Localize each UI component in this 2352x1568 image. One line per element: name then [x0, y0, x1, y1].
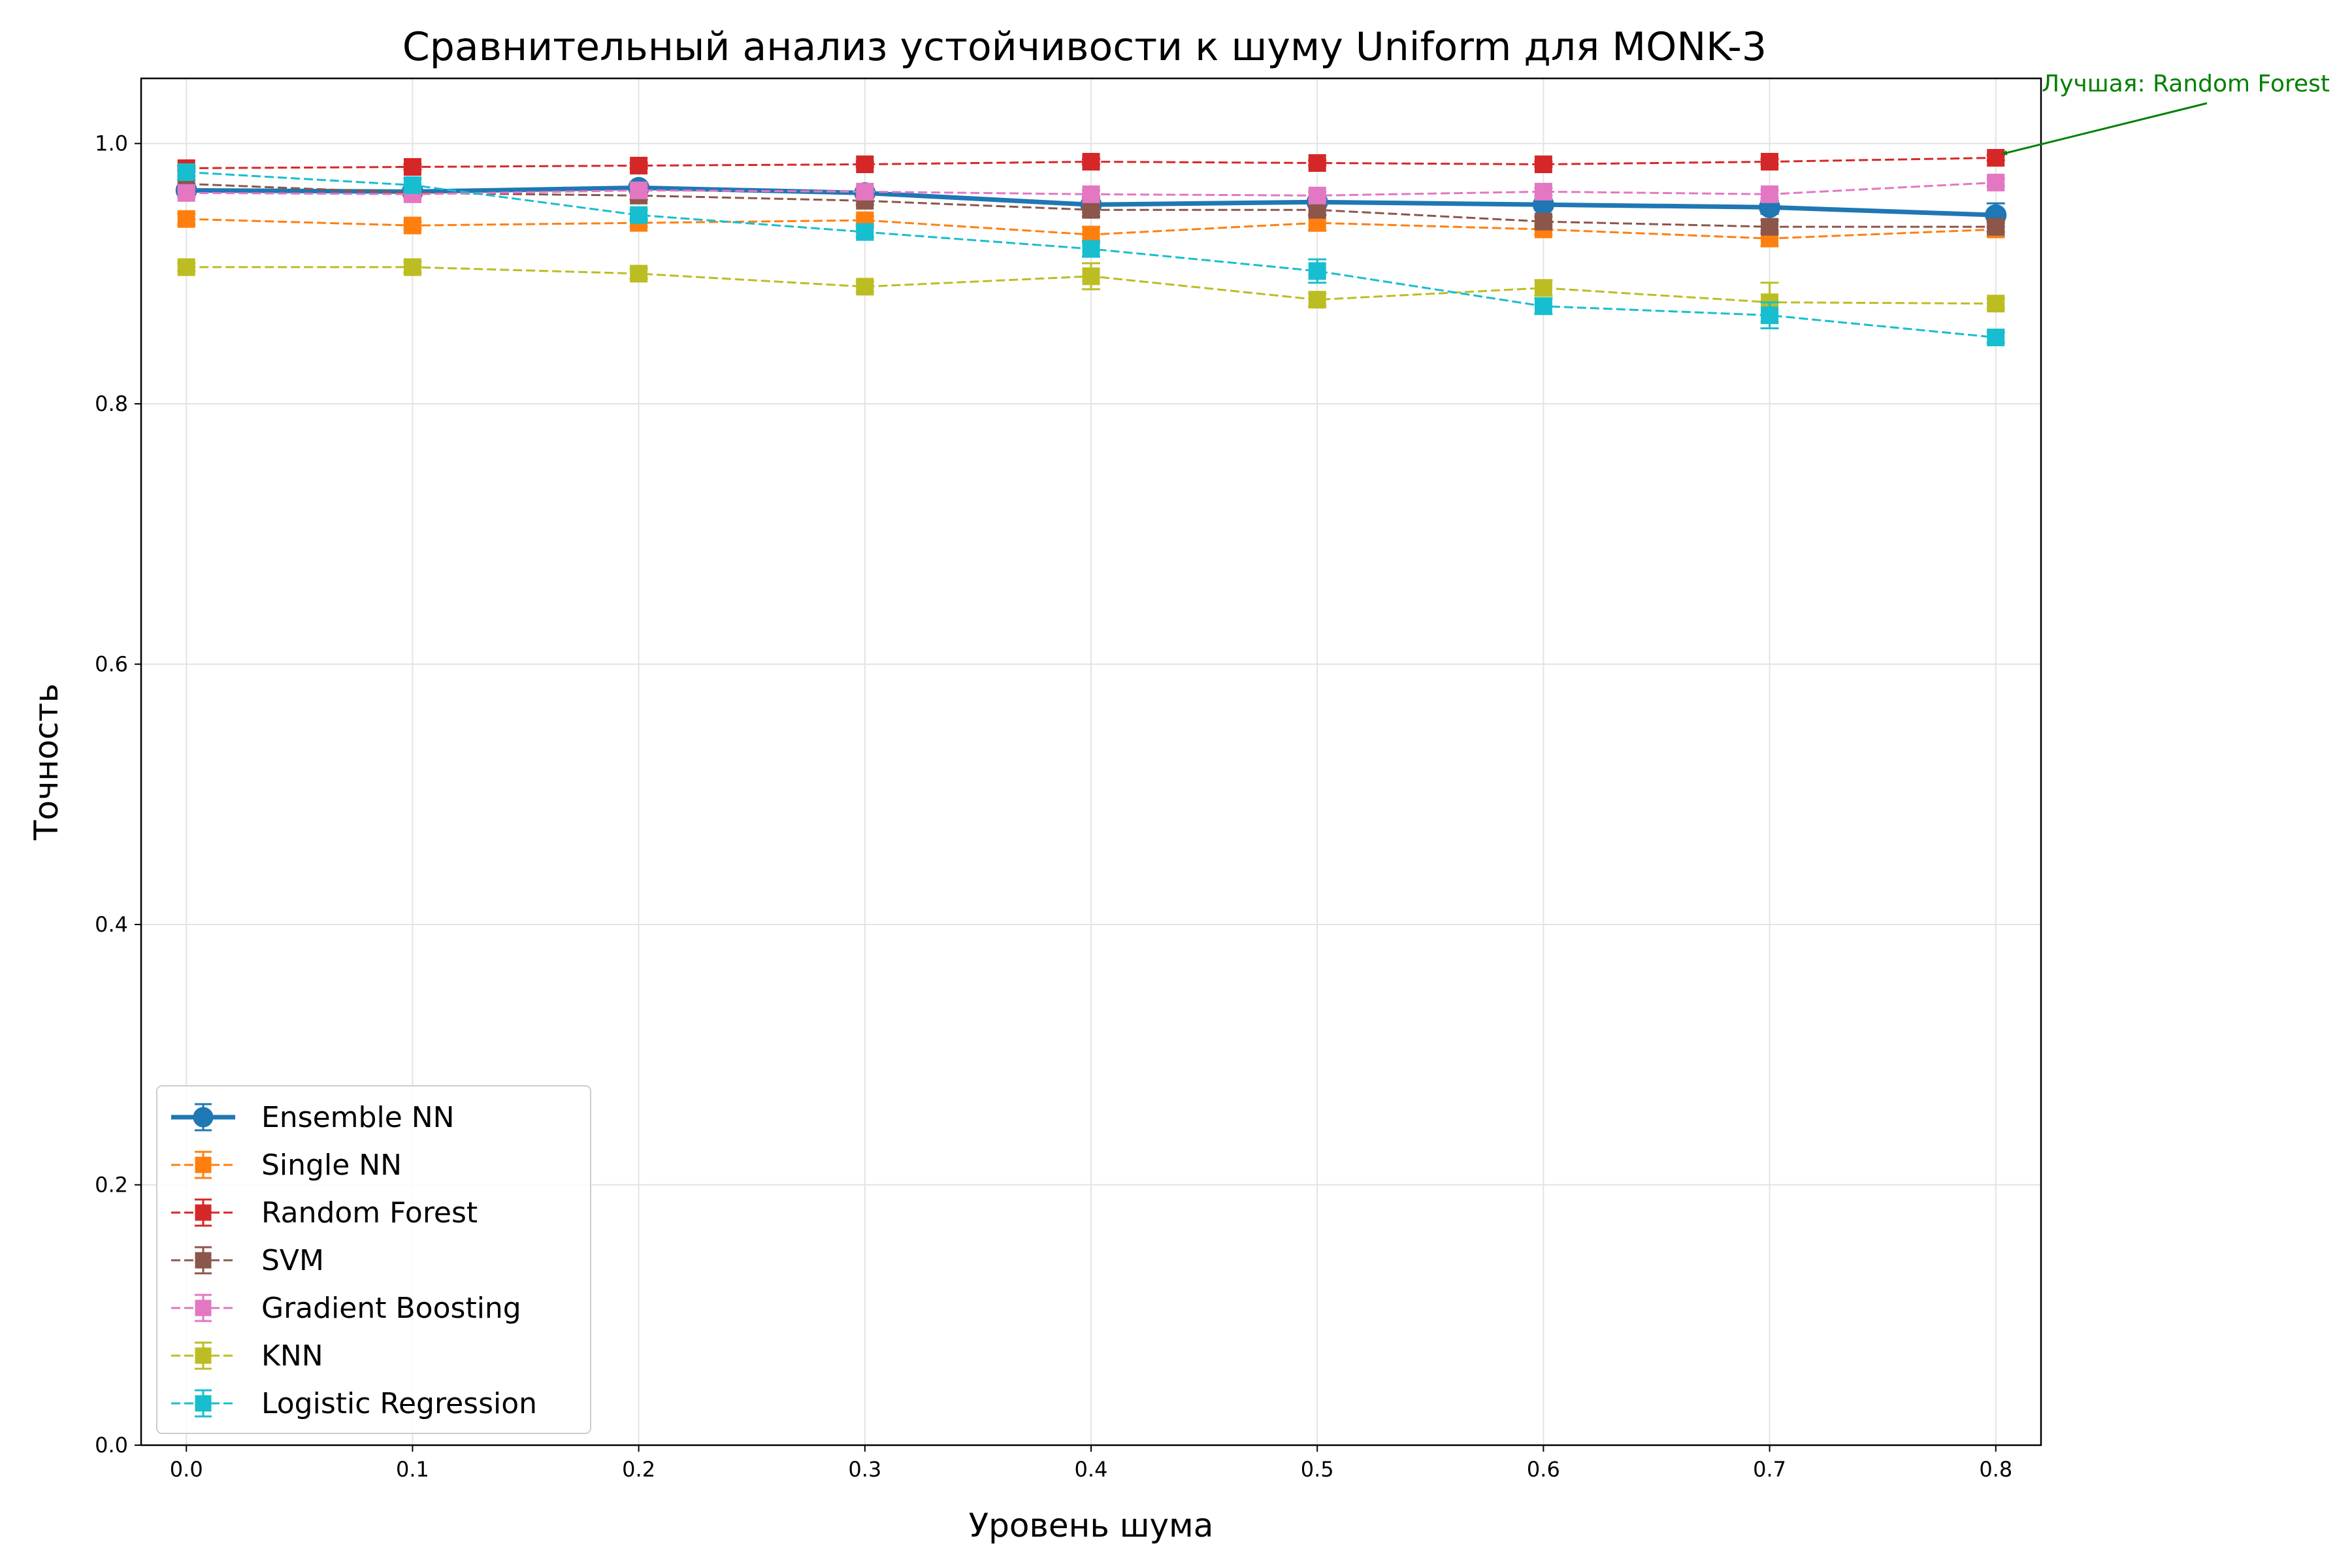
data-point-logistic-regression-0 — [177, 163, 195, 181]
y-tick-label-2: 0.4 — [95, 912, 128, 937]
data-point-logistic-regression-6 — [1534, 297, 1552, 316]
legend-label-gradient-boosting: Gradient Boosting — [261, 1292, 521, 1325]
legend-label-logistic-regression: Logistic Regression — [261, 1387, 537, 1420]
x-tick-label-6: 0.6 — [1527, 1457, 1560, 1482]
legend-swatch-marker-single-nn — [195, 1156, 212, 1173]
annotation-arrow — [2001, 102, 2208, 155]
y-axis-label: Точность — [27, 683, 65, 841]
legend-item-logistic-regression: Logistic Regression — [171, 1387, 537, 1420]
data-point-random-forest-5 — [1308, 154, 1326, 172]
legend-swatch-marker-gradient-boosting — [195, 1299, 212, 1316]
legend-item-gradient-boosting: Gradient Boosting — [171, 1292, 521, 1325]
data-point-logistic-regression-2 — [630, 206, 648, 224]
legend-label-random-forest: Random Forest — [261, 1196, 478, 1230]
legend-label-knn: KNN — [261, 1339, 323, 1373]
y-tick-label-3: 0.6 — [95, 652, 128, 677]
data-point-knn-3 — [856, 278, 874, 296]
annotation-text: Лучшая: Random Forest — [2042, 71, 2330, 97]
data-point-svm-8 — [1987, 218, 2005, 236]
data-point-svm-4 — [1082, 201, 1100, 219]
axes: 0.0 0.1 0.2 0.3 0.4 0.5 0.6 0.7 0.8 0.0 0.2 0.4 0.6 0… — [95, 131, 2012, 1482]
y-tick-label-4: 0.8 — [95, 391, 128, 416]
y-tick-label-0: 0.0 — [95, 1433, 128, 1458]
data-point-gradient-boosting-4 — [1082, 185, 1100, 203]
legend-swatch-marker-knn — [195, 1347, 212, 1364]
data-point-random-forest-4 — [1082, 153, 1100, 171]
data-point-gradient-boosting-6 — [1534, 182, 1552, 201]
legend-item-single-nn: Single NN — [171, 1149, 402, 1182]
annotation: Лучшая: Random Forest — [2001, 71, 2330, 155]
y-tick-label-5: 1.0 — [95, 131, 128, 156]
legend-swatch-marker-logistic-regression — [195, 1395, 212, 1412]
data-point-knn-6 — [1534, 279, 1552, 297]
data-point-gradient-boosting-7 — [1761, 185, 1779, 203]
series-knn — [177, 258, 2005, 323]
data-point-logistic-regression-8 — [1987, 328, 2005, 346]
x-tick-label-0: 0.0 — [170, 1457, 203, 1482]
legend-label-single-nn: Single NN — [261, 1149, 402, 1182]
legend-label-svm: SVM — [261, 1244, 324, 1277]
data-point-logistic-regression-7 — [1761, 306, 1779, 325]
series-layer — [175, 149, 2007, 346]
data-point-logistic-regression-5 — [1308, 262, 1326, 280]
data-point-gradient-boosting-5 — [1308, 186, 1326, 204]
chart-title: Сравнительный анализ устойчивости к шуму… — [402, 24, 1767, 70]
data-point-knn-5 — [1308, 291, 1326, 309]
data-point-svm-7 — [1761, 218, 1779, 236]
legend-swatch-marker-svm — [195, 1252, 212, 1269]
data-point-logistic-regression-4 — [1082, 240, 1100, 258]
y-tick-label-1: 0.2 — [95, 1173, 128, 1198]
data-point-gradient-boosting-0 — [177, 184, 195, 202]
data-point-random-forest-6 — [1534, 155, 1552, 173]
data-point-knn-4 — [1082, 267, 1100, 286]
x-tick-label-5: 0.5 — [1301, 1457, 1334, 1482]
legend-item-svm: SVM — [171, 1244, 324, 1277]
legend-item-knn: KNN — [171, 1339, 323, 1373]
data-point-knn-8 — [1987, 295, 2005, 313]
data-point-random-forest-2 — [630, 156, 648, 174]
data-point-logistic-regression-1 — [403, 176, 421, 194]
series-logistic-regression — [177, 163, 2005, 346]
data-point-knn-0 — [177, 258, 195, 276]
data-point-gradient-boosting-8 — [1987, 173, 2005, 191]
data-point-knn-2 — [630, 265, 648, 283]
x-tick-label-1: 0.1 — [396, 1457, 429, 1482]
data-point-random-forest-3 — [856, 155, 874, 173]
x-tick-label-2: 0.2 — [622, 1457, 655, 1482]
legend: Ensemble NN Single NN Random Forest SVM Grad… — [156, 1085, 591, 1434]
x-tick-label-7: 0.7 — [1753, 1457, 1786, 1482]
data-point-random-forest-1 — [403, 157, 421, 176]
x-axis-label: Уровень шума — [969, 1507, 1214, 1544]
legend-swatch-marker-ensemble-nn — [193, 1107, 214, 1128]
data-point-gradient-boosting-2 — [630, 181, 648, 199]
legend-item-random-forest: Random Forest — [171, 1196, 478, 1230]
legend-box — [156, 1085, 591, 1434]
x-tick-label-8: 0.8 — [1979, 1457, 2012, 1482]
legend-item-ensemble-nn: Ensemble NN — [171, 1101, 455, 1134]
data-point-svm-6 — [1534, 212, 1552, 231]
legend-label-ensemble-nn: Ensemble NN — [261, 1101, 455, 1134]
data-point-gradient-boosting-3 — [856, 182, 874, 201]
data-point-single-nn-0 — [177, 210, 195, 228]
data-point-logistic-regression-3 — [856, 223, 874, 241]
x-tick-label-3: 0.3 — [848, 1457, 881, 1482]
data-point-knn-1 — [403, 258, 421, 276]
data-point-random-forest-8 — [1987, 149, 2005, 167]
legend-swatch-marker-random-forest — [195, 1204, 212, 1221]
data-point-single-nn-1 — [403, 216, 421, 235]
data-point-random-forest-7 — [1761, 153, 1779, 171]
x-tick-label-4: 0.4 — [1075, 1457, 1108, 1482]
